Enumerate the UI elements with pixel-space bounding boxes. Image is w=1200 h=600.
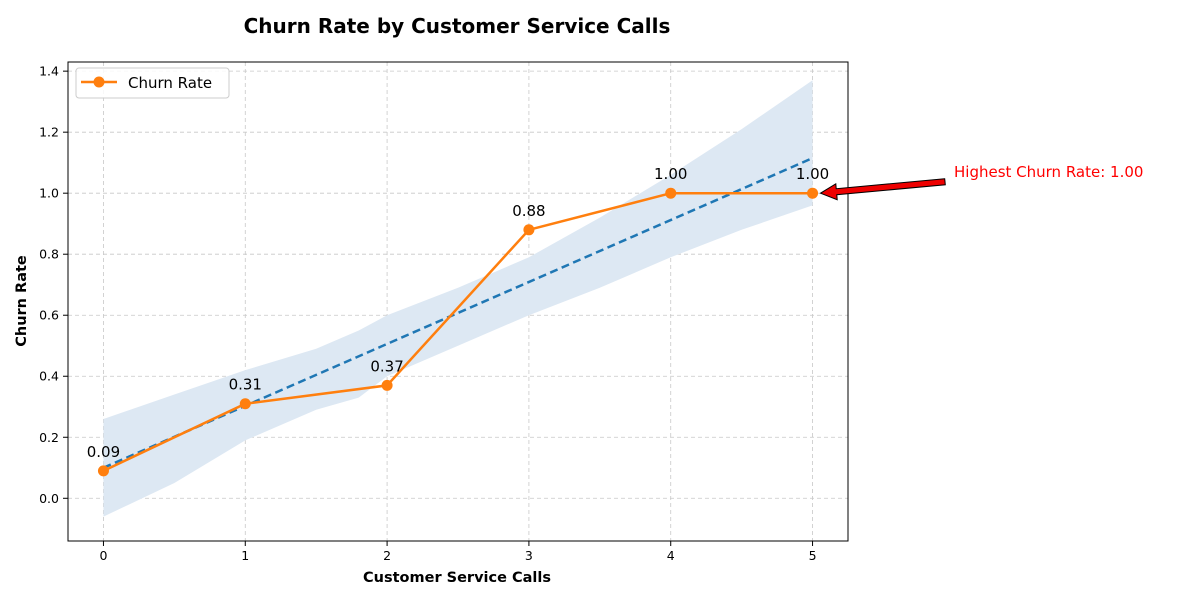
y-tick-label: 1.2 (39, 125, 59, 140)
legend-box (75, 67, 230, 99)
series-group (97, 187, 819, 477)
data-point (807, 187, 819, 199)
data-labels-group: 0.09 0.31 0.37 0.88 1.00 1.00 (87, 165, 829, 461)
x-tick-label: 3 (525, 548, 533, 563)
x-axis-label: Customer Service Calls (363, 570, 551, 586)
x-tick-label: 0 (99, 548, 107, 563)
x-tick-label: 4 (667, 548, 675, 563)
y-tick-label: 1.4 (39, 64, 59, 79)
x-tick-label: 5 (809, 548, 817, 563)
data-point (239, 398, 251, 410)
data-point (97, 465, 109, 477)
axis-ticks: 0 1 2 3 4 5 0.0 0.2 0.4 0.6 0.8 1.0 1.2 1.4 (39, 64, 816, 563)
y-tick-label: 0.4 (39, 369, 59, 384)
y-tick-label: 0.2 (39, 430, 59, 445)
confidence-band-group (103, 80, 813, 517)
y-tick-label: 1.0 (39, 186, 59, 201)
confidence-band (103, 80, 813, 517)
annotation-group: Highest Churn Rate: 1.00 (819, 163, 1143, 201)
data-point (665, 187, 677, 199)
data-point (523, 224, 535, 236)
data-label: 0.37 (370, 357, 403, 375)
plot-area-frame (67, 61, 849, 542)
annotation-arrow (819, 178, 946, 201)
data-label: 1.00 (654, 165, 687, 183)
x-tick-label: 2 (383, 548, 391, 563)
legend: Churn Rate (75, 67, 230, 99)
data-label: 0.09 (87, 443, 120, 461)
data-label: 1.00 (796, 165, 829, 183)
chart-title: Churn Rate by Customer Service Calls (244, 14, 671, 38)
legend-marker-swatch (93, 76, 105, 88)
y-axis-label: Churn Rate (14, 255, 30, 347)
series-line (102, 191, 813, 472)
data-point (381, 379, 393, 391)
annotation-text: Highest Churn Rate: 1.00 (954, 163, 1143, 181)
y-tick-label: 0.6 (39, 308, 59, 323)
legend-label: Churn Rate (128, 74, 212, 92)
y-tick-label: 0.0 (39, 491, 59, 506)
y-tick-label: 0.8 (39, 247, 59, 262)
data-label: 0.31 (229, 376, 262, 394)
data-label: 0.88 (512, 202, 545, 220)
x-tick-label: 1 (241, 548, 249, 563)
